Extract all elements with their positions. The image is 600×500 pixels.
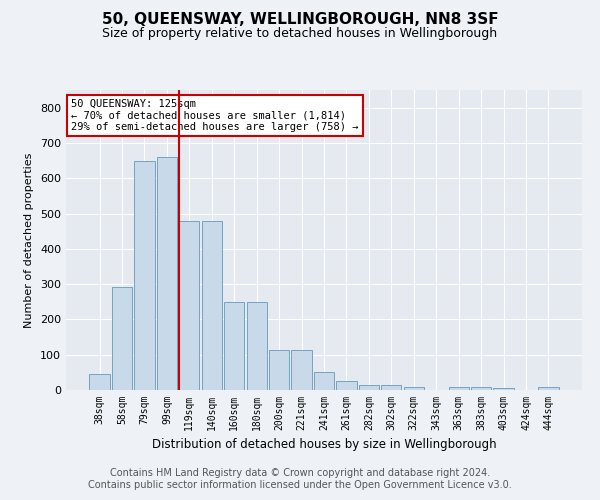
Text: 50, QUEENSWAY, WELLINGBOROUGH, NN8 3SF: 50, QUEENSWAY, WELLINGBOROUGH, NN8 3SF	[101, 12, 499, 28]
Bar	[471, 387, 491, 390]
Bar	[404, 387, 424, 390]
Bar	[337, 381, 356, 390]
Bar	[381, 384, 401, 390]
Bar	[493, 388, 514, 390]
Bar	[449, 387, 469, 390]
Bar	[359, 384, 379, 390]
Bar	[538, 387, 559, 390]
Y-axis label: Number of detached properties: Number of detached properties	[25, 152, 34, 328]
Text: Size of property relative to detached houses in Wellingborough: Size of property relative to detached ho…	[103, 28, 497, 40]
X-axis label: Distribution of detached houses by size in Wellingborough: Distribution of detached houses by size …	[152, 438, 496, 452]
Bar	[314, 372, 334, 390]
Bar	[112, 286, 132, 390]
Bar	[202, 220, 222, 390]
Bar	[247, 302, 267, 390]
Bar	[269, 350, 289, 390]
Text: Contains HM Land Registry data © Crown copyright and database right 2024.
Contai: Contains HM Land Registry data © Crown c…	[88, 468, 512, 490]
Text: 50 QUEENSWAY: 125sqm
← 70% of detached houses are smaller (1,814)
29% of semi-de: 50 QUEENSWAY: 125sqm ← 70% of detached h…	[71, 99, 359, 132]
Bar	[224, 302, 244, 390]
Bar	[89, 374, 110, 390]
Bar	[292, 350, 311, 390]
Bar	[179, 220, 199, 390]
Bar	[134, 160, 155, 390]
Bar	[157, 157, 177, 390]
